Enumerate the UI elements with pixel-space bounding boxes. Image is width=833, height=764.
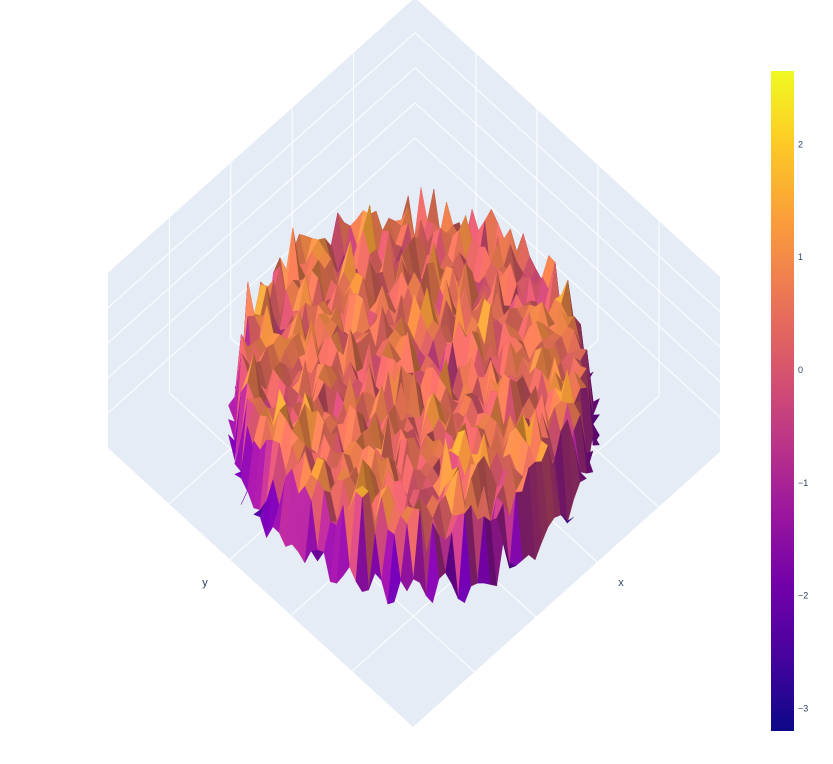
gridline — [414, 32, 721, 313]
surface-patch — [425, 522, 440, 604]
gridline — [107, 32, 416, 309]
surface-patch — [400, 523, 414, 592]
surface-patch — [355, 497, 369, 593]
colorbar-tick-label: 0 — [798, 365, 803, 375]
colorbar-tick-label: 2 — [798, 139, 803, 149]
surface-mesh[interactable] — [228, 187, 600, 605]
gridline — [414, 67, 721, 348]
gridline — [107, 67, 416, 344]
gridline — [414, 137, 721, 418]
colorbar-tick-label: −1 — [798, 478, 808, 488]
surface-patch — [502, 542, 517, 569]
3d-scene[interactable]: x y — [107, 0, 721, 727]
surface-patch — [387, 534, 401, 605]
colorbar: 2 1 0 −1 −2 −3 — [771, 71, 808, 731]
gridline — [107, 137, 416, 414]
surface-patch — [310, 549, 325, 562]
colorbar-tick-label: 1 — [798, 252, 803, 262]
colorbar-gradient — [771, 71, 794, 731]
x-axis-title: x — [618, 577, 624, 589]
surface-patch — [477, 516, 491, 585]
surface-patch — [445, 532, 459, 599]
colorbar-tick-label: −3 — [798, 703, 808, 713]
surface-patch — [457, 513, 472, 604]
scene-back-wall-left — [108, 0, 415, 448]
colorbar-tick-label: −2 — [798, 591, 808, 601]
surface-patch — [368, 533, 382, 591]
surface-patch — [336, 505, 350, 584]
scene-back-wall-right — [415, 0, 720, 452]
colorbar-ticks: 2 1 0 −1 −2 −3 — [798, 139, 808, 713]
gridline — [414, 102, 721, 383]
gridline — [107, 102, 416, 379]
surface-patch — [413, 509, 427, 596]
y-axis-title: y — [202, 577, 208, 589]
